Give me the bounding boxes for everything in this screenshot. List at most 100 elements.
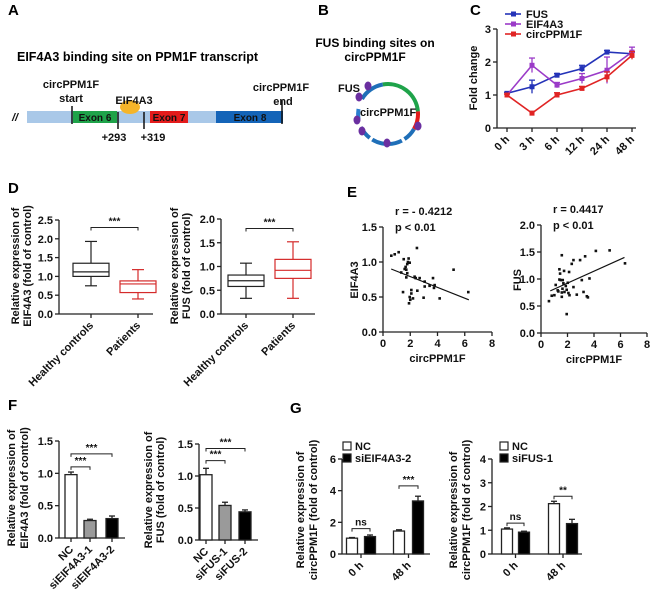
eif4a3-protein-shape (120, 100, 140, 114)
x-tick-label: 0 (380, 338, 386, 350)
scatter-point (413, 275, 416, 278)
y-tick-label: 2.0 (38, 234, 53, 246)
x-tick-label: 6 (462, 338, 468, 350)
legend-label: EIF4A3 (526, 19, 563, 31)
bar-nc (345, 537, 359, 555)
scatter-point (608, 249, 611, 252)
data-point (604, 49, 610, 55)
start-label-line1: circPPM1F (43, 79, 100, 91)
y-axis-label: Relative expression of (295, 451, 307, 568)
circ-segment-red (412, 111, 420, 130)
y-tick-label: 2 (480, 502, 486, 514)
scatter-point (582, 290, 585, 294)
scatter-point (407, 302, 411, 305)
exon-6 (73, 111, 117, 123)
y-tick-label: 0.0 (200, 309, 215, 321)
panel-a-title: EIF4A3 binding site on PPM1F transcript (17, 50, 259, 64)
y-axis-label: EIF4A3 (fold of control) (22, 205, 34, 327)
legend-marker (511, 11, 516, 17)
y-tick-label: 1.0 (38, 468, 53, 480)
y-tick-label: 1.0 (178, 471, 193, 483)
y-axis-label: Relative expression of (169, 207, 181, 324)
scatter-point (586, 296, 590, 299)
data-point (554, 72, 560, 78)
eif4a3-label: EIF4A3 (115, 95, 152, 107)
y-tick-label: 4 (480, 454, 487, 466)
scatter-point (432, 286, 436, 290)
legend-marker (511, 31, 516, 37)
data-point (579, 66, 585, 72)
break-mark: // (11, 112, 20, 124)
circ-segment-blue-top (360, 82, 384, 101)
y-tick-label: 0.5 (178, 503, 193, 515)
scatter-point (428, 284, 431, 288)
x-tick-label: 0 (538, 339, 544, 351)
significance-label: *** (86, 443, 98, 454)
exon-8-label: Exon 8 (234, 113, 267, 124)
scatter-point (557, 290, 560, 293)
y-tick-label: 0.5 (38, 501, 53, 513)
scatter-point (408, 295, 412, 299)
x-tick-label: 6 h (542, 133, 562, 153)
scatter-point (403, 267, 406, 271)
y-tick-label: 1.0 (520, 274, 535, 286)
data-point (529, 84, 535, 90)
scatter-point (564, 284, 568, 288)
scatter-point (438, 297, 441, 300)
scatter-point (568, 293, 571, 297)
x-tick-label: Patients (104, 320, 143, 359)
data-point (529, 110, 535, 116)
scatter-point (567, 291, 570, 295)
fus-dot (414, 121, 422, 131)
x-tick-label: Healthy controls (27, 320, 96, 389)
scatter-point (588, 277, 591, 280)
bar-sieif4a3-2 (363, 535, 377, 555)
scatter-point (390, 254, 393, 257)
x-axis-label: circPPM1F (409, 353, 466, 365)
scatter-point (553, 293, 556, 297)
significance-bracket (205, 447, 246, 452)
correlation-r: r = 0.4417 (553, 204, 603, 216)
panel-label-b: B (318, 2, 329, 19)
y-tick-label: 0.0 (520, 328, 535, 340)
scatter-point (572, 258, 575, 262)
chart-g1: 0 2 4 6 Relative expression of circPPM1F (fol… (295, 439, 430, 584)
position-293-label: +293 (102, 132, 127, 144)
data-point (554, 92, 560, 98)
scatter-point (547, 299, 551, 303)
scatter-point (580, 278, 584, 282)
scatter-point (570, 262, 574, 266)
panel-label-d: D (8, 180, 19, 197)
y-tick-label: 0.0 (38, 533, 53, 545)
x-tick-label: 0 h (346, 559, 366, 579)
bar (64, 473, 78, 539)
x-tick-label: 24 h (588, 133, 612, 157)
y-tick-label: 1.5 (38, 253, 53, 265)
panel-b-title-line2: circPPM1F (344, 50, 405, 64)
significance-bracket (70, 453, 113, 457)
x-tick-label: 6 (617, 339, 623, 351)
end-label-line2: end (273, 96, 293, 108)
scatter-point (572, 285, 575, 289)
scatter-point (431, 276, 435, 280)
fus-binding-dots (353, 81, 422, 148)
scatter-point (550, 294, 554, 298)
scatter-point (575, 293, 579, 296)
x-tick-label: 0 h (492, 133, 512, 153)
significance-label: *** (403, 475, 415, 486)
scatter-point (423, 285, 426, 288)
chart-g2: 0 1 2 3 4 Relative expression of circPPM1F (fo… (448, 439, 582, 584)
x-tick-label: 12 h (563, 133, 587, 157)
scatter-point (563, 290, 566, 294)
exon-7 (150, 111, 188, 123)
y-tick-label: 6 (330, 454, 336, 466)
circppm1f-label: circPPM1F (360, 107, 417, 119)
y-tick-label: 1 (485, 90, 491, 102)
correlation-p: p < 0.01 (553, 220, 594, 232)
scatter-point (565, 288, 569, 292)
panel-label-f: F (8, 397, 17, 414)
x-tick-label: 8 (644, 339, 650, 351)
bar (83, 519, 97, 539)
data-point (554, 82, 560, 88)
